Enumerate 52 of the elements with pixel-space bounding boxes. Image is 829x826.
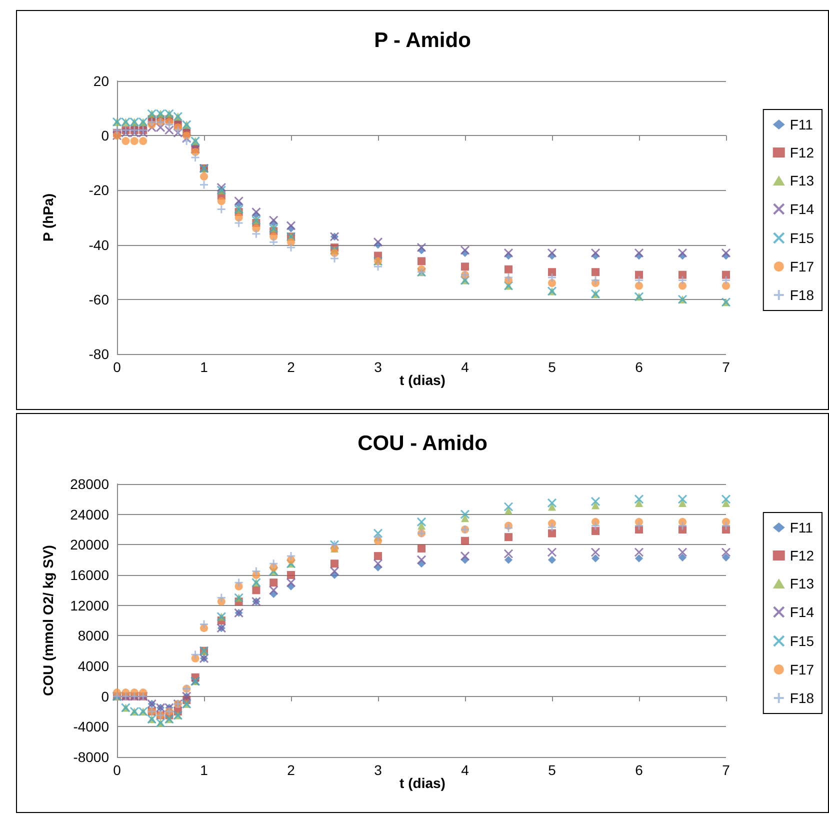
x-axis-title: t (dias) <box>400 775 446 791</box>
x-axis-title: t (dias) <box>400 372 446 388</box>
legend-label: F18 <box>790 690 814 706</box>
legend-label: F13 <box>790 172 814 188</box>
y-tick-label: -8000 <box>73 749 110 765</box>
y-tick-label: 0 <box>101 688 110 704</box>
y-tick-label: 20000 <box>70 536 110 553</box>
x-tick-label: 6 <box>635 762 644 778</box>
legend-label: F18 <box>790 287 814 303</box>
legend-label: F17 <box>790 258 814 274</box>
x-tick-label: 2 <box>287 762 296 778</box>
y-tick-label: -60 <box>88 291 110 308</box>
chart-title: P - Amido <box>374 29 471 52</box>
y-tick-label: -80 <box>88 346 110 362</box>
legend-label: F12 <box>790 144 814 160</box>
x-tick-label: 2 <box>287 359 296 375</box>
x-tick-label: 3 <box>374 359 382 375</box>
x-tick-label: 7 <box>722 359 730 375</box>
y-tick-label: -40 <box>88 236 110 253</box>
x-tick-label: 0 <box>113 359 122 375</box>
x-tick-label: 3 <box>374 762 382 778</box>
x-tick-label: 1 <box>200 762 208 778</box>
y-tick-label: 8000 <box>78 628 110 644</box>
y-axis-title: P (hPa) <box>40 194 56 242</box>
x-tick-label: 1 <box>200 359 208 375</box>
x-tick-label: 0 <box>113 762 122 778</box>
y-tick-label: -20 <box>88 182 110 198</box>
y-tick-label: 28000 <box>70 476 110 492</box>
legend-label: F14 <box>790 604 814 620</box>
x-tick-label: 4 <box>461 762 470 778</box>
x-tick-label: 4 <box>461 359 470 375</box>
y-tick-label: 12000 <box>70 597 110 614</box>
x-tick-label: 7 <box>722 762 730 778</box>
legend-label: F15 <box>790 633 814 649</box>
legend-label: F11 <box>790 116 814 132</box>
legend-label: F17 <box>790 662 814 678</box>
legend-label: F12 <box>790 548 814 564</box>
y-axis-title: COU (mmol O2/ kg SV) <box>40 545 56 696</box>
legend-label: F13 <box>790 576 814 592</box>
y-tick-label: -4000 <box>73 718 110 735</box>
legend-label: F14 <box>790 201 814 217</box>
legend-label: F11 <box>790 520 814 536</box>
y-tick-label: 4000 <box>78 658 110 674</box>
x-tick-label: 5 <box>548 762 556 778</box>
y-tick-label: 16000 <box>70 567 110 583</box>
legend-label: F15 <box>790 230 814 246</box>
y-tick-label: 24000 <box>70 506 110 522</box>
x-tick-label: 6 <box>635 359 644 375</box>
y-tick-label: 20 <box>93 73 110 89</box>
x-tick-label: 5 <box>548 359 556 375</box>
chart-title: COU - Amido <box>358 432 488 455</box>
y-tick-label: 0 <box>101 128 110 144</box>
